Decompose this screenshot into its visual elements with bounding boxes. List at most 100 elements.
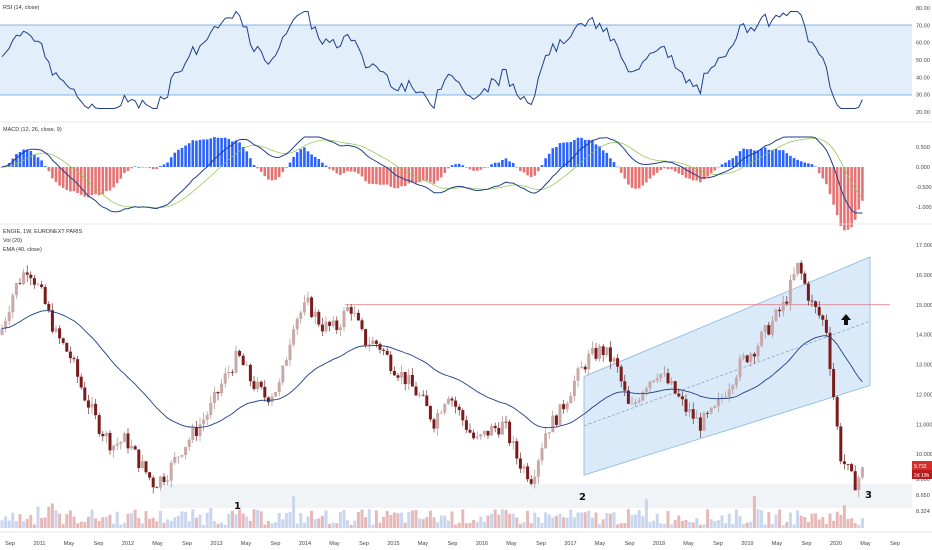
volume-bar [187, 521, 191, 528]
candle [378, 342, 382, 354]
macd-bar [108, 167, 112, 191]
candle [446, 396, 450, 405]
macd-bar [310, 154, 313, 167]
macd-label: MACD (12, 26, close, 9) [3, 127, 62, 133]
volume-bar [770, 523, 774, 528]
volume-bar [457, 522, 461, 528]
volume-bar [353, 520, 357, 528]
volume-bar [331, 522, 335, 528]
candle [756, 342, 760, 362]
macd-bar [713, 167, 717, 171]
macd-bar [493, 162, 497, 167]
macd-bar [583, 139, 587, 167]
macd-bar [749, 149, 753, 167]
candle [659, 373, 663, 383]
rsi-tick: 80.00 [916, 6, 930, 12]
candle [180, 454, 184, 459]
candle [140, 455, 144, 470]
volume-bar [702, 524, 706, 528]
candle [288, 339, 292, 367]
candle [346, 304, 350, 312]
x-tick: 2014 [299, 541, 311, 547]
annotation-2: 2 [579, 492, 586, 503]
volume-bar [97, 521, 101, 528]
candle [652, 379, 656, 383]
volume-bar [194, 517, 198, 528]
candle [295, 317, 299, 335]
macd-bar [425, 167, 429, 181]
candle [486, 430, 490, 439]
vol-label: Vol (20) [3, 238, 22, 244]
volume-bar [302, 522, 306, 528]
volume-bar [425, 516, 429, 528]
x-tick: May [241, 541, 252, 547]
volume-bar [662, 523, 666, 528]
macd-bar [292, 156, 295, 167]
candle [608, 341, 612, 369]
volume-bar [50, 503, 54, 528]
volume-bar [90, 509, 94, 528]
macd-bar [40, 160, 43, 167]
candle [673, 380, 677, 395]
volume-bar [281, 519, 285, 528]
volume-bar [364, 517, 368, 528]
candle [515, 438, 519, 465]
macd-bar [328, 167, 331, 169]
volume-bar [522, 522, 526, 528]
macd-bar [673, 167, 677, 172]
macd-bar [187, 143, 191, 167]
macd-bar [821, 167, 825, 179]
volume-bar [655, 513, 659, 528]
candle [824, 314, 828, 337]
macd-bar [763, 147, 767, 167]
candle [590, 341, 594, 356]
ema-line [1, 310, 863, 429]
candle [184, 446, 188, 460]
volume-bar [486, 515, 490, 528]
volume-bar [709, 519, 713, 528]
volume-bar [742, 524, 746, 528]
volume-bar [104, 516, 108, 528]
volume-bar [32, 524, 36, 528]
volume-bar [158, 510, 162, 528]
macd-bar [587, 139, 591, 167]
macd-bar [177, 149, 180, 167]
candle [425, 390, 429, 407]
macd-bar [144, 167, 148, 168]
macd-bar [447, 167, 450, 169]
candle [266, 396, 270, 406]
candle [817, 301, 821, 319]
volume-bar [162, 522, 166, 528]
volume-bar [79, 521, 83, 528]
macd-bar [137, 167, 141, 168]
macd-bar [148, 167, 151, 168]
macd-bar [47, 167, 51, 172]
candle [551, 410, 555, 433]
macd-bar [817, 167, 821, 174]
x-tick: May [152, 541, 163, 547]
candle [122, 431, 126, 443]
candle [493, 422, 497, 433]
volume-bar [288, 512, 292, 528]
candle [749, 351, 753, 367]
macd-bar [850, 167, 853, 228]
macd-bar [508, 161, 511, 167]
candle [360, 317, 364, 331]
volume-bar [637, 510, 641, 528]
macd-bar [353, 167, 357, 172]
price-panel: ENGIE, 1W, EURONEXT PARIS Vol (20) EMA (… [0, 223, 932, 528]
candle [662, 365, 666, 377]
macd-bar [18, 152, 22, 167]
macd-bar [540, 165, 544, 167]
macd-bar [526, 167, 529, 176]
macd-bar [342, 167, 346, 174]
candle [518, 452, 522, 473]
macd-bar [835, 167, 839, 216]
volume-bar [176, 515, 180, 528]
macd-bar [778, 150, 781, 167]
candle [580, 361, 584, 369]
candle [842, 454, 846, 470]
price-tick: 17.000 [916, 243, 932, 249]
macd-bar [130, 167, 133, 169]
candle [349, 304, 353, 321]
